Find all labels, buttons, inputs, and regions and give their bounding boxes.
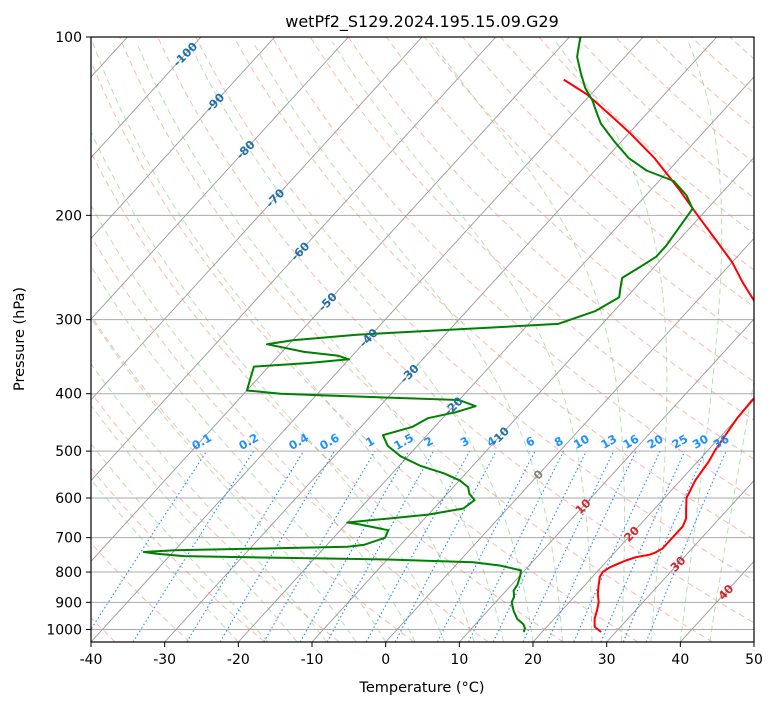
series-layer [142,37,754,633]
y-tick-label: 100 [55,30,82,46]
y-tick-label: 300 [55,313,82,329]
mixing-ratio-line [492,450,587,642]
moist-adiabat [709,378,754,642]
dry-adiabat [233,37,754,540]
y-tick-label: 800 [55,565,82,581]
y-axis-title: Pressure (hPa) [12,287,28,391]
moist-adiabat [555,41,668,642]
isotherm-line [532,399,754,642]
mixing-ratio-line [186,450,305,642]
y-tick-label: 400 [55,387,82,403]
mixing-ratio-line [573,450,661,642]
mixing-ratio-label: 36 [711,432,732,452]
dry-adiabat [157,37,754,624]
y-tick-label: 1000 [46,622,82,638]
moist-adiabat [91,204,416,642]
x-axis-title: Temperature (°C) [358,680,484,696]
x-tick-label: 0 [381,652,390,668]
x-tick-label: 30 [598,652,616,668]
y-tick-label: 600 [55,491,82,507]
x-tick-label: -30 [153,652,176,668]
axes: -40 -30 -20 -10 0 10 20 30 40 50 100 200 300 400 500 60… [46,30,763,668]
x-tick-label: 20 [524,652,542,668]
moist-adiabat [252,41,563,642]
mixing-ratio-label: 10 [571,432,592,452]
chart-title: wetPf2_S129.2024.195.15.09.G29 [285,12,559,32]
moist-adiabat [91,130,446,642]
moist-adiabat [91,264,387,642]
dry-adiabat [424,37,754,345]
mixing-ratio-line [132,450,255,642]
y-tick-label: 200 [55,208,82,224]
mixing-ratio-label: 25 [669,432,690,452]
x-tick-label: 40 [671,652,689,668]
mixing-ratio-line [365,450,471,642]
isotherm-line [164,37,718,642]
moist-adiabat [135,41,504,642]
mixing-ratio-label: 30 [690,432,711,452]
mixing-ratio-label: 20 [645,432,666,452]
plot-frame [90,36,755,643]
isotherm-line [91,37,423,401]
x-tick-label: 50 [745,652,763,668]
isotherm-line [91,37,497,482]
moist-adiabat [91,317,357,642]
x-tick-label: -10 [301,652,324,668]
background-lines [91,37,754,642]
moist-adiabat [188,41,534,642]
dewpoint-profile-line [142,37,694,633]
dry-adiabat [576,37,754,199]
dry-adiabat [347,37,754,421]
moist-adiabat [679,41,723,642]
y-tick-label: 700 [55,531,82,547]
mixing-ratio-line [219,450,335,642]
mixing-ratio-line [326,450,434,642]
moist-adiabat [431,41,625,642]
isotherm-line [91,37,276,240]
dry-adiabat [538,37,754,235]
mixing-ratio-label: 16 [620,432,641,452]
moist-adiabat [331,41,593,642]
dry-adiabat [309,37,754,460]
isotherm-line [459,318,754,642]
dry-adiabat [91,391,340,642]
moist-adiabat [92,41,475,642]
x-tick-label: -20 [227,652,250,668]
mixing-ratio-line [263,450,376,642]
mixing-ratio-line [522,450,615,642]
isotherm-line [91,37,644,642]
isotherm-line [238,76,754,642]
dry-adiabat [91,60,639,642]
y-tick-label: 900 [55,595,82,611]
temperature-profile-line [563,78,754,633]
moist-adiabat [91,404,298,642]
dry-adiabat [119,37,713,642]
moist-adiabat [91,362,328,642]
y-tick-label: 500 [55,444,82,460]
dry-adiabat [195,37,754,582]
dry-adiabat [386,37,754,383]
isotherm-line [91,37,202,159]
isotherm-line [606,479,754,642]
mixing-ratio-line [645,450,727,642]
isotherm-line [91,37,349,320]
dry-adiabat [91,151,564,642]
mixing-ratio-label: 13 [598,432,619,452]
x-tick-label: -40 [80,652,103,668]
isotherm-line [385,237,754,642]
mixing-ratio-line [622,450,706,642]
mixing-ratio-line [546,450,637,642]
dry-adiabat [91,314,415,642]
x-tick-label: 10 [450,652,468,668]
